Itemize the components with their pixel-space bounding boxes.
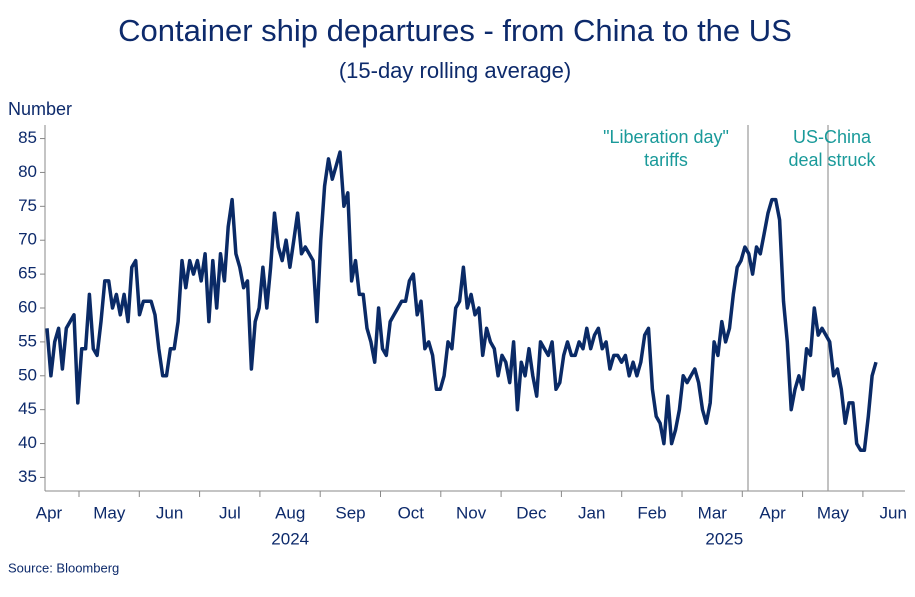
x-tick-label: Apr [759, 503, 786, 522]
x-tick-label: Jan [578, 503, 605, 522]
x-tick-label: Aug [275, 503, 305, 522]
y-tick-label: 80 [18, 162, 37, 181]
annotation-text: deal struck [788, 150, 876, 170]
year-label: 2025 [705, 529, 743, 548]
x-tick-label: Apr [36, 503, 63, 522]
year-label: 2024 [271, 529, 309, 548]
x-tick-label: Oct [398, 503, 425, 522]
annotation-text: "Liberation day" [603, 127, 729, 147]
x-tick-label: Feb [637, 503, 666, 522]
y-tick-label: 75 [18, 196, 37, 215]
x-tick-label: Dec [516, 503, 547, 522]
x-tick-label: Jun [879, 503, 906, 522]
x-tick-label: Nov [456, 503, 487, 522]
chart-subtitle: (15-day rolling average) [339, 58, 571, 83]
y-axis-label: Number [8, 99, 72, 119]
y-tick-label: 55 [18, 331, 37, 350]
source: Source: Bloomberg [8, 560, 119, 575]
y-tick-label: 60 [18, 297, 37, 316]
y-tick-label: 45 [18, 399, 37, 418]
y-tick-label: 40 [18, 433, 37, 452]
y-tick-label: 50 [18, 365, 37, 384]
x-tick-label: May [93, 503, 126, 522]
y-tick-label: 70 [18, 230, 37, 249]
x-tick-label: Mar [698, 503, 728, 522]
x-tick-label: Jun [156, 503, 183, 522]
x-tick-label: Sep [335, 503, 365, 522]
x-tick-label: Jul [219, 503, 241, 522]
data-line [45, 150, 878, 453]
y-tick-label: 65 [18, 264, 37, 283]
y-tick-label: 35 [18, 467, 37, 486]
annotation-text: US-China [793, 127, 872, 147]
chart-title: Container ship departures - from China t… [118, 13, 792, 48]
y-tick-label: 85 [18, 128, 37, 147]
x-tick-label: May [817, 503, 850, 522]
annotation-text: tariffs [644, 150, 688, 170]
